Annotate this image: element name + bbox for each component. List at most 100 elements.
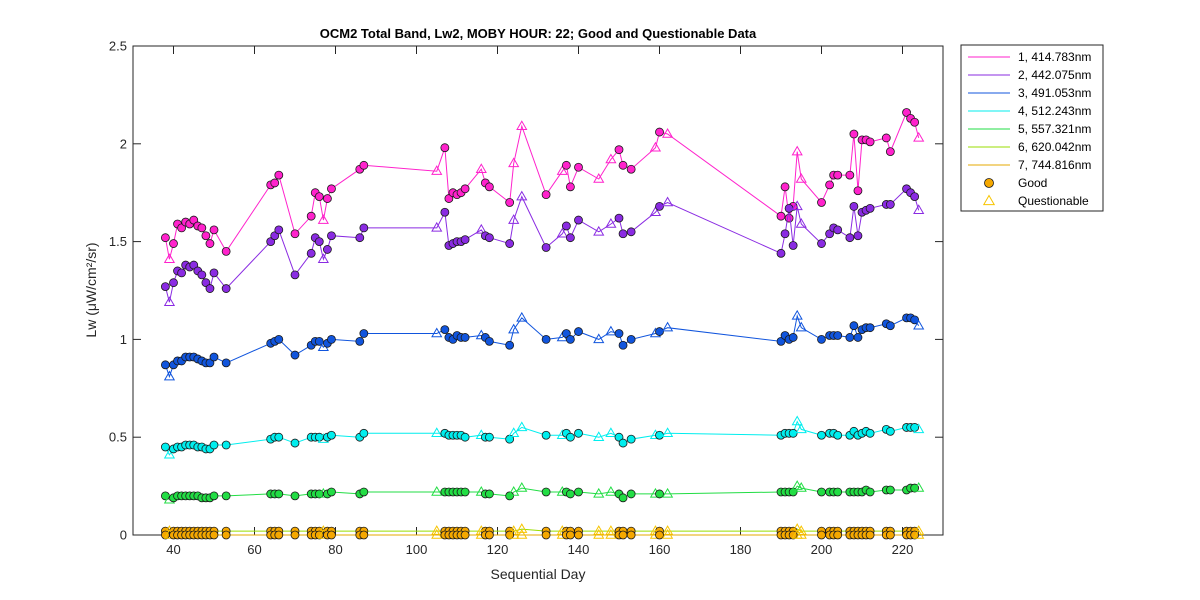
good-point: [306, 248, 316, 258]
legend-questionable-label: Questionable: [1018, 194, 1089, 208]
x-tick-label: 120: [487, 542, 509, 557]
good-point: [853, 231, 863, 241]
good-point: [274, 489, 284, 499]
good-point: [833, 430, 843, 440]
questionable-point: [791, 309, 803, 320]
good-point: [574, 428, 583, 438]
good-point: [885, 426, 895, 436]
good-point: [541, 487, 551, 497]
good-point: [833, 331, 843, 340]
good-point: [440, 325, 450, 335]
legend-label: 7, 744.816nm: [1018, 158, 1091, 172]
questionable-point: [593, 528, 605, 539]
good-point: [655, 530, 664, 540]
good-point: [541, 190, 551, 200]
y-tick-label: 1.5: [109, 234, 127, 249]
questionable-point: [431, 525, 443, 535]
questionable-point: [508, 485, 520, 496]
questionable-point: [593, 333, 605, 344]
good-point: [614, 213, 624, 223]
good-point: [505, 198, 515, 207]
x-tick-label: 80: [328, 542, 342, 557]
questionable-point: [516, 120, 528, 130]
good-point: [881, 133, 891, 143]
good-point: [274, 530, 284, 540]
questionable-point: [163, 253, 176, 263]
legend-label: 2, 442.075nm: [1018, 68, 1091, 82]
good-point: [327, 231, 336, 241]
good-point: [205, 284, 215, 293]
good-point: [541, 334, 551, 344]
questionable-point: [516, 528, 528, 539]
good-point: [160, 442, 170, 452]
good-point: [849, 321, 859, 331]
good-point: [618, 160, 628, 170]
good-point: [290, 229, 300, 239]
good-point: [618, 438, 628, 448]
good-point: [221, 246, 231, 256]
questionable-point: [516, 421, 528, 432]
good-point: [853, 333, 863, 342]
good-point: [566, 182, 575, 192]
good-point: [626, 334, 636, 344]
good-point: [327, 530, 336, 540]
questionable-point: [475, 163, 487, 173]
good-point: [655, 201, 664, 211]
good-point: [290, 350, 300, 360]
questionable-point: [605, 217, 617, 228]
good-point: [817, 334, 826, 344]
good-point: [177, 268, 187, 278]
x-axis: 40 60 80 100 120 140 160 180 200 220: [166, 46, 913, 557]
good-point: [160, 491, 170, 501]
good-point: [505, 239, 515, 248]
good-point: [209, 225, 219, 235]
good-point: [169, 239, 178, 248]
questionable-point: [605, 153, 617, 164]
questionable-point: [661, 427, 674, 438]
good-point: [197, 223, 207, 233]
good-point: [885, 321, 895, 331]
good-point: [197, 270, 207, 280]
questionable-point: [431, 165, 443, 175]
x-tick-label: 160: [649, 542, 671, 557]
good-point: [460, 487, 470, 497]
good-point: [541, 530, 551, 540]
series-3: [160, 309, 925, 381]
good-point: [440, 143, 450, 153]
good-point: [833, 487, 843, 497]
axes-box: [132, 45, 944, 536]
good-point: [784, 213, 794, 223]
good-point: [776, 248, 786, 258]
series-1: [160, 108, 925, 263]
good-point: [574, 215, 583, 225]
good-point: [614, 329, 624, 338]
y-tick-label: 0: [120, 528, 127, 543]
good-point: [865, 428, 875, 438]
y-tick-label: 0.5: [109, 430, 127, 445]
good-point: [440, 207, 450, 217]
good-point: [845, 233, 855, 243]
questionable-point: [475, 223, 487, 234]
good-point: [626, 227, 636, 237]
good-point: [566, 233, 575, 243]
good-point: [270, 178, 280, 188]
questionable-point: [795, 482, 807, 492]
good-point: [460, 432, 470, 442]
questionable-point: [791, 145, 803, 156]
good-point: [322, 245, 332, 254]
good-point: [865, 530, 875, 540]
good-point: [460, 235, 470, 245]
questionable-point: [649, 206, 662, 217]
good-point: [221, 530, 231, 540]
good-point: [574, 487, 583, 497]
good-point: [618, 530, 628, 540]
good-point: [205, 239, 215, 248]
questionable-point: [508, 323, 520, 334]
good-point: [221, 358, 231, 368]
good-point: [784, 203, 794, 213]
x-tick-label: 180: [730, 542, 752, 557]
good-point: [327, 184, 336, 194]
questionable-point: [516, 190, 528, 201]
good-point: [306, 211, 316, 221]
questionable-point: [431, 528, 443, 539]
